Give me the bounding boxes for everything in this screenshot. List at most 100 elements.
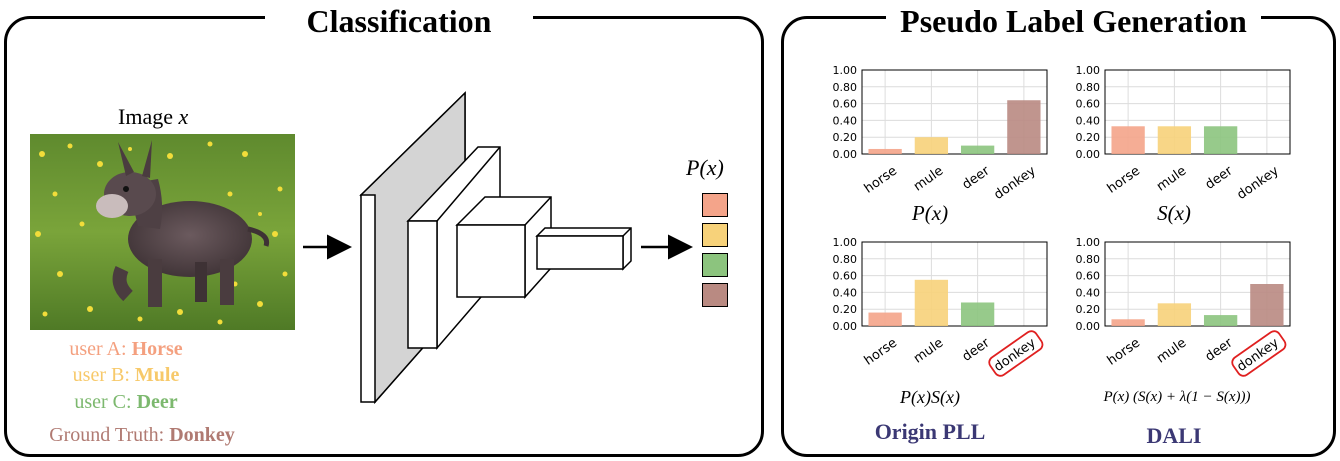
x-tick-horse: horse — [1105, 336, 1143, 369]
x-tick-donkey: donkey — [988, 330, 1044, 377]
x-tick-label: donkey — [1234, 163, 1282, 203]
plot-frame — [861, 69, 1048, 155]
y-tick-label: 1.00 — [1076, 64, 1101, 77]
chart-s: 0.00 0.20 0.40 0.60 0.80 1.00 horse mule deerdon… — [1076, 64, 1291, 203]
method-dali: DALI — [1146, 423, 1202, 448]
image-label: Image x — [118, 104, 189, 129]
plot-frame — [1104, 69, 1291, 155]
x-tick-deer: deer — [960, 335, 993, 365]
bar-mule — [1157, 126, 1192, 154]
x-tick-horse: horse — [862, 336, 900, 369]
y-tick-label: 0.40 — [833, 286, 858, 299]
pseudo-label-title: Pseudo Label Generation — [784, 3, 1340, 39]
x-tick-mule: mule — [911, 336, 946, 367]
bar-mule — [914, 279, 949, 326]
output-label: P(x) — [686, 155, 724, 180]
ground-truth-label: Ground Truth: Donkey — [49, 424, 235, 446]
output-prob-donkey — [702, 283, 728, 307]
y-tick-label: 0.60 — [833, 98, 858, 111]
y-tick-label: 0.20 — [833, 131, 858, 144]
caption-p: P(x) — [911, 201, 949, 225]
plot-frame — [861, 241, 1048, 327]
y-tick-label: 0.00 — [1076, 148, 1101, 161]
y-tick-label: 0.40 — [1076, 286, 1101, 299]
x-tick-deer: deer — [1203, 163, 1236, 193]
y-tick-label: 0.40 — [1076, 114, 1101, 127]
x-tick-label: deer — [960, 163, 993, 193]
chart-dali: 0.00 0.20 0.40 0.60 0.80 1.00 horse mule deerdon… — [1076, 236, 1291, 377]
donkey-photo — [30, 134, 295, 330]
bar-deer — [1203, 126, 1238, 154]
highlight-box — [988, 330, 1044, 377]
bar-mule — [914, 137, 949, 154]
bar-donkey — [1007, 100, 1041, 154]
x-tick-label: mule — [911, 336, 946, 367]
bar-deer — [960, 145, 995, 154]
x-tick-deer: deer — [1203, 335, 1236, 365]
x-tick-label: horse — [862, 336, 900, 369]
user-b-label: user B: Mule — [72, 364, 180, 386]
x-tick-deer: deer — [960, 163, 993, 193]
y-tick-label: 0.20 — [1076, 131, 1101, 144]
x-tick-donkey: donkey — [1234, 163, 1282, 203]
user-a-label: user A: Horse — [69, 338, 183, 360]
x-tick-label: mule — [1154, 336, 1189, 367]
y-tick-label: 0.00 — [833, 320, 858, 333]
x-tick-horse: horse — [1105, 164, 1143, 197]
x-tick-horse: horse — [862, 164, 900, 197]
classification-title: Classification — [7, 3, 791, 39]
chart-origin-pll: 0.00 0.20 0.40 0.60 0.80 1.00 horse mule deerdon… — [833, 236, 1048, 377]
y-tick-label: 0.40 — [833, 114, 858, 127]
x-tick-mule: mule — [1154, 336, 1189, 367]
classification-panel: Classification — [4, 3, 764, 457]
x-tick-label: mule — [911, 164, 946, 195]
y-tick-label: 0.80 — [1076, 81, 1101, 94]
caption-s: S(x) — [1157, 201, 1191, 225]
bar-deer — [960, 302, 995, 326]
caption-dali: P(x) (S(x) + λ(1 − S(x))) — [1103, 389, 1251, 405]
x-tick-mule: mule — [911, 164, 946, 195]
y-tick-label: 0.00 — [833, 148, 858, 161]
x-tick-label: horse — [862, 164, 900, 197]
pseudo-label-panel: Pseudo Label Generation — [781, 3, 1336, 457]
bar-horse — [1111, 126, 1145, 154]
y-tick-label: 0.60 — [1076, 98, 1101, 111]
x-tick-label: deer — [1203, 335, 1236, 365]
y-tick-label: 1.00 — [833, 64, 858, 77]
output-prob-mule — [702, 223, 728, 247]
y-tick-label: 0.00 — [1076, 320, 1101, 333]
bar-donkey — [1250, 284, 1284, 326]
cnn-diagram — [303, 91, 693, 404]
bar-horse — [868, 148, 902, 154]
output-prob-horse — [702, 193, 728, 217]
y-tick-label: 0.20 — [833, 303, 858, 316]
x-tick-label: horse — [1105, 336, 1143, 369]
y-tick-label: 0.60 — [1076, 270, 1101, 283]
y-tick-label: 0.80 — [833, 253, 858, 266]
x-tick-label: horse — [1105, 164, 1143, 197]
caption-origin-pll: P(x)S(x) — [900, 387, 960, 407]
x-tick-donkey: donkey — [1231, 330, 1287, 377]
chart-p: 0.00 0.20 0.40 0.60 0.80 1.00 horse mule deerdon… — [833, 64, 1048, 203]
y-tick-label: 0.80 — [1076, 253, 1101, 266]
bar-mule — [1157, 303, 1192, 326]
y-tick-label: 0.60 — [833, 270, 858, 283]
plot-frame — [1104, 241, 1291, 327]
x-tick-label: mule — [1154, 164, 1189, 195]
y-tick-label: 1.00 — [833, 236, 858, 249]
y-tick-label: 0.20 — [1076, 303, 1101, 316]
y-tick-label: 0.80 — [833, 81, 858, 94]
output-prob-deer — [702, 253, 728, 277]
bar-deer — [1203, 315, 1238, 326]
x-tick-label: donkey — [991, 163, 1039, 203]
y-tick-label: 1.00 — [1076, 236, 1101, 249]
x-tick-label: deer — [960, 335, 993, 365]
method-origin-pll: Origin PLL — [874, 419, 986, 444]
bar-horse — [868, 312, 902, 326]
x-tick-mule: mule — [1154, 164, 1189, 195]
x-tick-donkey: donkey — [991, 163, 1039, 203]
bar-horse — [1111, 319, 1145, 326]
user-c-label: user C: Deer — [74, 391, 178, 413]
highlight-box — [1231, 330, 1287, 377]
x-tick-label: deer — [1203, 163, 1236, 193]
